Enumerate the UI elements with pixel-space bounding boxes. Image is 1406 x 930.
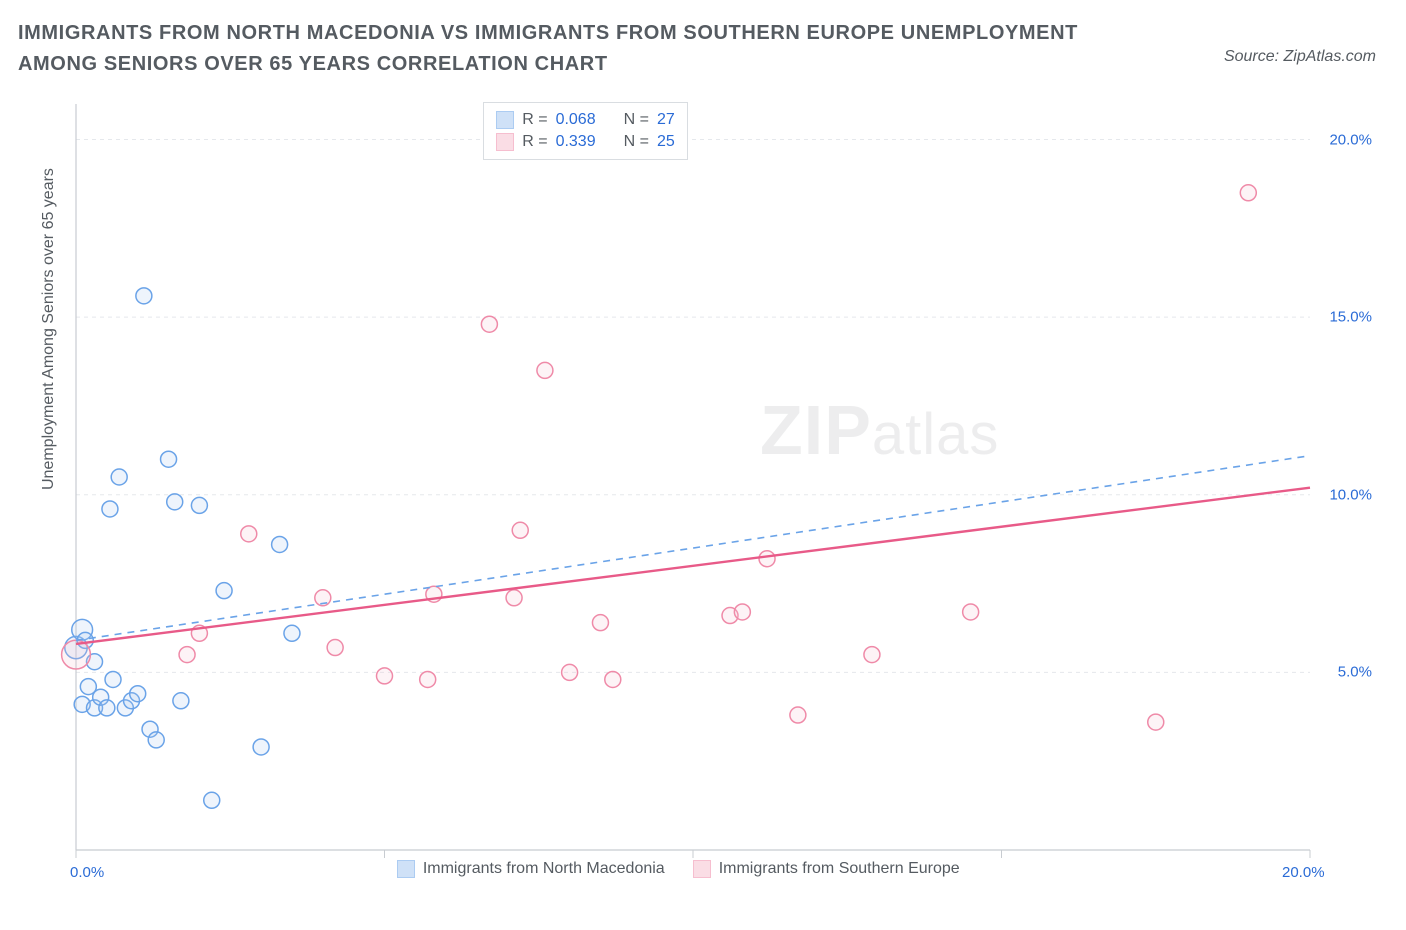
legend-r-label: R =	[522, 133, 547, 151]
chart-svg	[50, 90, 1380, 900]
legend-stats: R = 0.068 N = 27 R = 0.339 N = 25	[483, 102, 688, 160]
legend-n-label: N =	[624, 133, 649, 151]
legend-r-label: R =	[522, 111, 547, 129]
legend-series-label: Immigrants from Southern Europe	[719, 860, 960, 878]
y-tick-label: 20.0%	[1329, 131, 1372, 148]
chart-container: IMMIGRANTS FROM NORTH MACEDONIA VS IMMIG…	[0, 0, 1406, 930]
y-tick-label: 15.0%	[1329, 309, 1372, 326]
x-tick-left: 0.0%	[70, 864, 104, 881]
legend-swatch	[397, 860, 415, 878]
legend-r-value: 0.068	[556, 111, 596, 129]
source-prefix: Source:	[1224, 48, 1284, 65]
legend-series: Immigrants from North Macedonia Immigrant…	[397, 860, 960, 878]
plot-area: Unemployment Among Seniors over 65 years…	[50, 90, 1380, 900]
chart-source: Source: ZipAtlas.com	[1224, 48, 1376, 66]
legend-stat-row: R = 0.339 N = 25	[496, 131, 675, 153]
y-axis-label: Unemployment Among Seniors over 65 years	[40, 168, 58, 490]
legend-series-label: Immigrants from North Macedonia	[423, 860, 665, 878]
legend-swatch	[693, 860, 711, 878]
legend-series-item: Immigrants from North Macedonia	[397, 860, 665, 878]
legend-r-value: 0.339	[556, 133, 596, 151]
legend-swatch	[496, 111, 514, 129]
chart-title: IMMIGRANTS FROM NORTH MACEDONIA VS IMMIG…	[18, 18, 1138, 80]
source-name: ZipAtlas.com	[1284, 48, 1376, 65]
legend-n-value: 25	[657, 133, 675, 151]
x-tick-right: 20.0%	[1282, 864, 1325, 881]
legend-n-label: N =	[624, 111, 649, 129]
legend-swatch	[496, 133, 514, 151]
legend-stat-row: R = 0.068 N = 27	[496, 109, 675, 131]
y-tick-label: 5.0%	[1338, 664, 1372, 681]
y-tick-label: 10.0%	[1329, 486, 1372, 503]
legend-n-value: 27	[657, 111, 675, 129]
legend-series-item: Immigrants from Southern Europe	[693, 860, 960, 878]
